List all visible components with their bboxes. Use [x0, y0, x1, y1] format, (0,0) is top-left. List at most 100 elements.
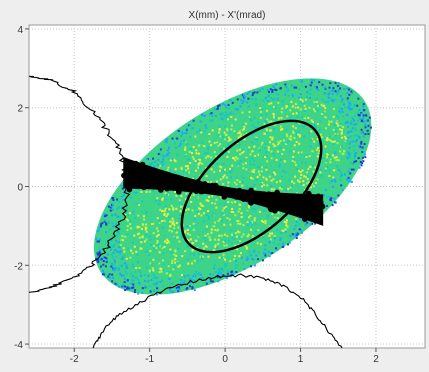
beam-particle — [356, 135, 359, 138]
beam-particle — [186, 258, 189, 261]
beam-particle — [112, 251, 115, 254]
beam-particle — [251, 228, 254, 231]
beam-particle — [244, 162, 247, 165]
beam-particle — [337, 89, 340, 92]
beam-particle — [231, 257, 234, 260]
beam-particle — [257, 246, 260, 249]
beam-particle — [141, 291, 144, 294]
beam-particle — [155, 247, 158, 250]
beam-particle — [350, 180, 353, 183]
beam-particle — [140, 238, 143, 241]
beam-particle — [327, 96, 330, 99]
beam-particle — [248, 232, 251, 235]
beam-particle — [186, 271, 189, 274]
beam-particle — [110, 238, 113, 241]
beam-particle — [317, 152, 320, 155]
beam-particle — [360, 142, 363, 145]
beam-particle — [360, 164, 363, 167]
beam-particle — [285, 104, 288, 107]
beam-particle — [141, 235, 144, 238]
beam-particle — [246, 256, 249, 259]
beam-particle — [208, 129, 211, 132]
beam-particle — [133, 245, 136, 248]
beam-particle — [317, 143, 320, 146]
beam-particle — [240, 143, 243, 146]
beam-particle — [278, 163, 281, 166]
beam-particle — [203, 236, 206, 239]
beam-particle — [303, 135, 306, 138]
beam-particle — [175, 263, 178, 266]
beam-particle — [108, 273, 111, 276]
beam-particle — [286, 89, 289, 92]
beam-particle — [137, 281, 140, 284]
beam-particle — [352, 168, 355, 171]
beam-particle — [175, 231, 178, 234]
beam-particle — [221, 112, 224, 115]
beam-particle — [259, 149, 262, 152]
beam-particle — [319, 103, 322, 106]
beam-particle — [227, 239, 230, 242]
beam-particle — [363, 143, 366, 146]
beam-particle — [275, 137, 278, 140]
beam-particle — [277, 214, 280, 217]
beam-particle — [348, 142, 351, 145]
beam-particle — [185, 225, 188, 228]
beam-particle — [293, 137, 296, 140]
beam-particle — [126, 279, 129, 282]
beam-particle — [166, 238, 169, 241]
beam-particle — [174, 142, 177, 145]
beam-particle — [294, 127, 297, 130]
beam-particle — [216, 229, 219, 232]
beam-particle — [251, 230, 254, 233]
beam-particle — [343, 135, 346, 138]
beam-particle — [144, 228, 147, 231]
beam-particle — [331, 136, 334, 139]
beam-particle — [122, 284, 125, 287]
beam-particle — [310, 122, 313, 125]
beam-particle — [229, 167, 232, 170]
beam-particle — [268, 138, 271, 141]
beam-particle — [326, 154, 329, 157]
beam-particle — [303, 104, 306, 107]
beam-particle — [259, 107, 262, 110]
beam-particle — [253, 126, 256, 129]
beam-particle — [124, 213, 127, 216]
beam-particle — [160, 246, 163, 249]
beam-particle — [277, 97, 280, 100]
beam-particle — [196, 202, 199, 205]
vertical-profile — [29, 75, 131, 293]
x-tick-label: -2 — [70, 354, 79, 365]
beam-particle — [206, 233, 209, 236]
beam-particle — [237, 136, 240, 139]
beam-particle — [357, 119, 360, 122]
beam-particle — [162, 259, 165, 262]
beam-particle — [219, 113, 222, 116]
beam-particle — [253, 168, 256, 171]
beam-particle — [204, 234, 207, 237]
beam-particle — [267, 100, 270, 103]
beam-particle — [156, 242, 159, 245]
band-particle — [274, 189, 280, 196]
band-particle — [129, 168, 136, 175]
beam-particle — [271, 152, 274, 155]
band-particle — [248, 187, 254, 194]
beam-particle — [105, 222, 108, 225]
beam-particle — [226, 114, 229, 117]
beam-particle — [161, 198, 164, 201]
beam-particle — [241, 184, 244, 187]
beam-particle — [184, 165, 187, 168]
beam-particle — [217, 105, 220, 108]
beam-particle — [303, 175, 306, 178]
beam-particle — [265, 132, 268, 135]
beam-particle — [348, 153, 351, 156]
beam-particle — [266, 129, 269, 132]
beam-particle — [215, 155, 218, 158]
beam-particle — [211, 195, 214, 198]
beam-particle — [113, 267, 116, 270]
beam-particle — [222, 253, 225, 256]
beam-particle — [175, 207, 178, 210]
beam-particle — [101, 273, 104, 276]
beam-particle — [292, 158, 295, 161]
beam-particle — [197, 159, 200, 162]
beam-particle — [118, 250, 121, 253]
